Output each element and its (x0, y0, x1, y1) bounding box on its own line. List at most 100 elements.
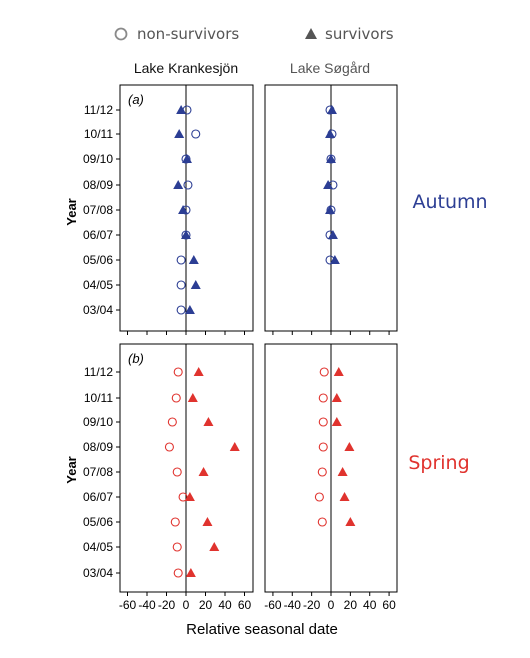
survivor-point (198, 467, 209, 476)
y-tick-label: 09/10 (83, 152, 113, 166)
survivor-point (333, 367, 344, 376)
x-tick-label: 40 (363, 598, 377, 612)
non-survivor-point (183, 180, 193, 190)
legend-survivors-label: survivors (325, 25, 394, 43)
y-tick-label: 06/07 (83, 490, 113, 504)
survivor-point (173, 180, 184, 189)
chart-marks: 11/12 10/11 09/10 08/09 07/08 06/07 05/06 04/05… (83, 85, 396, 612)
non-survivor-point (171, 393, 181, 403)
x-tick-label: -60 (119, 598, 137, 612)
survivor-point (229, 442, 240, 451)
survivor-point (178, 205, 189, 214)
survivor-point (188, 255, 199, 264)
y-tick-label: 05/06 (83, 515, 113, 529)
y-tick-label: 10/11 (84, 127, 113, 141)
row-label-spring: Spring (408, 452, 469, 474)
non-survivor-point (317, 517, 327, 527)
survivor-point (174, 129, 185, 138)
survivor-point (327, 230, 338, 239)
y-tick-label: 11/12 (84, 365, 113, 379)
non-survivor-point (172, 467, 182, 477)
x-tick-label: -20 (303, 598, 321, 612)
y-tick-label: 08/09 (83, 178, 113, 192)
non-survivor-point (173, 367, 183, 377)
survivor-point (185, 568, 196, 577)
x-tick-label: -40 (284, 598, 302, 612)
non-survivor-point (314, 492, 324, 502)
x-tick-label: 40 (218, 598, 232, 612)
non-survivor-point (191, 129, 201, 139)
non-survivor-point (319, 367, 329, 377)
y-axis-label-spring: Year (64, 456, 79, 483)
column-title-sogard: Lake Søgård (290, 60, 370, 76)
non-survivor-point (172, 542, 182, 552)
x-axis-label: Relative seasonal date (186, 621, 338, 638)
y-tick-label: 03/04 (83, 566, 113, 580)
survivor-point (337, 467, 348, 476)
survivor-point (184, 305, 195, 314)
x-tick-label: 20 (199, 598, 213, 612)
non-survivor-point (164, 442, 174, 452)
row-label-autumn: Autumn (412, 191, 487, 213)
survivor-point (345, 517, 356, 526)
x-tick-label: -40 (138, 598, 156, 612)
non-survivor-point (173, 568, 183, 578)
column-title-krankesjon: Lake Krankesjön (134, 60, 238, 76)
x-tick-label: 20 (344, 598, 358, 612)
y-tick-label: 06/07 (83, 228, 113, 242)
survivor-point (202, 517, 213, 526)
y-tick-label: 09/10 (83, 415, 113, 429)
survivor-point (176, 105, 187, 114)
x-tick-label: 60 (382, 598, 396, 612)
x-tick-label: 0 (183, 598, 190, 612)
survivor-point (190, 280, 201, 289)
legend: non-survivors survivors (114, 25, 394, 43)
panel-tag-b: (b) (128, 351, 144, 366)
non-survivor-point (318, 442, 328, 452)
non-survivor-point (170, 517, 180, 527)
y-tick-label: 11/12 (84, 103, 113, 117)
y-tick-label: 07/08 (83, 203, 113, 217)
non-survivor-point (167, 417, 177, 427)
y-tick-label: 07/08 (83, 465, 113, 479)
survivor-point (187, 393, 198, 402)
survivor-point (181, 230, 191, 239)
y-tick-label: 05/06 (83, 253, 113, 267)
non-survivor-point (178, 492, 188, 502)
x-tick-label: 60 (238, 598, 252, 612)
y-tick-label: 04/05 (83, 540, 113, 554)
non-survivor-point (318, 417, 328, 427)
y-tick-label: 04/05 (83, 278, 113, 292)
non-survivor-point (176, 305, 186, 315)
y-tick-label: 08/09 (83, 440, 113, 454)
survivor-point (331, 393, 342, 402)
y-tick-label: 03/04 (83, 303, 113, 317)
survivor-point (329, 255, 340, 264)
survivor-point (326, 105, 337, 114)
survivor-point (203, 417, 214, 426)
panel-tag-a: (a) (128, 92, 144, 107)
survivor-point (326, 154, 336, 163)
survivor-point (339, 492, 350, 501)
x-tick-label: -60 (264, 598, 282, 612)
x-tick-label: 0 (328, 598, 335, 612)
y-tick-label: 10/11 (84, 391, 113, 405)
non-survivor-point (176, 280, 186, 290)
non-survivor-point (317, 467, 327, 477)
legend-triangle-marker (305, 28, 317, 39)
survivor-point (325, 205, 336, 214)
y-axis-label-autumn: Year (64, 198, 79, 225)
survivor-point (193, 367, 204, 376)
survivor-point (325, 129, 336, 138)
survivor-point (181, 154, 192, 163)
non-survivor-point (176, 255, 186, 265)
legend-non-survivors-label: non-survivors (137, 25, 239, 43)
survivor-point (344, 442, 355, 451)
non-survivor-point (318, 393, 328, 403)
survivor-point (331, 417, 342, 426)
survivor-point (184, 492, 195, 501)
survivor-point (209, 542, 220, 551)
survivor-point (323, 180, 334, 189)
x-tick-label: -20 (158, 598, 176, 612)
